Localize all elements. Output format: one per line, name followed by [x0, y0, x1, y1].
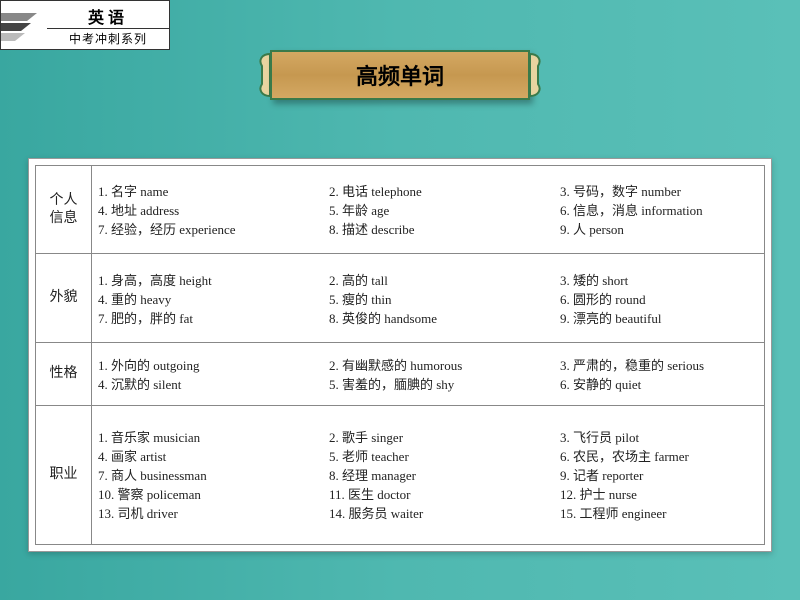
word-item: 7. 经验，经历 experience: [98, 219, 329, 238]
word-item: 3. 严肃的，稳重的 serious: [560, 355, 758, 374]
word-item: 1. 外向的 outgoing: [98, 355, 329, 374]
word-item: 3. 矮的 short: [560, 270, 758, 289]
vocabulary-table: 个人信息1. 名字 name2. 电话 telephone3. 号码，数字 nu…: [35, 165, 765, 545]
table-row: 外貌1. 身高，高度 height2. 高的 tall3. 矮的 short4.…: [36, 254, 765, 342]
word-item: 3. 飞行员 pilot: [560, 427, 758, 446]
word-row: 1. 外向的 outgoing2. 有幽默感的 humorous3. 严肃的，稳…: [98, 355, 758, 374]
word-item: 6. 安静的 quiet: [560, 374, 758, 393]
word-item: 1. 音乐家 musician: [98, 427, 329, 446]
word-item: 5. 老师 teacher: [329, 446, 560, 465]
word-item: 7. 商人 businessman: [98, 465, 329, 484]
table-row: 性格 1. 外向的 outgoing2. 有幽默感的 humorous3. 严肃的…: [36, 342, 765, 405]
category-cell: 职业: [36, 405, 92, 544]
word-item: 9. 记者 reporter: [560, 465, 758, 484]
word-row: 4. 重的 heavy5. 瘦的 thin6. 圆形的 round: [98, 289, 758, 308]
word-item: 11. 医生 doctor: [329, 484, 560, 503]
word-item: 8. 描述 describe: [329, 219, 560, 238]
banner-title: 高频单词: [270, 50, 530, 100]
word-row: 10. 警察 policeman11. 医生 doctor12. 护士 nurs…: [98, 484, 758, 503]
logo-stripes-icon: [1, 1, 47, 49]
category-cell: 个人信息: [36, 166, 92, 254]
word-item: 6. 圆形的 round: [560, 289, 758, 308]
word-item: 14. 服务员 waiter: [329, 503, 560, 522]
word-item: 3. 号码，数字 number: [560, 181, 758, 200]
logo-title: 英语: [88, 4, 128, 28]
word-item: 2. 电话 telephone: [329, 181, 560, 200]
word-row: 4. 画家 artist5. 老师 teacher6. 农民，农场主 farme…: [98, 446, 758, 465]
word-item: 9. 漂亮的 beautiful: [560, 308, 758, 327]
table-row: 个人信息1. 名字 name2. 电话 telephone3. 号码，数字 nu…: [36, 166, 765, 254]
logo-subtitle: 中考冲刺系列: [47, 28, 169, 47]
word-item: 5. 害羞的，腼腆的 shy: [329, 374, 560, 393]
word-item: 1. 身高，高度 height: [98, 270, 329, 289]
word-item: 2. 歌手 singer: [329, 427, 560, 446]
word-item: 8. 经理 manager: [329, 465, 560, 484]
series-logo: 英语 中考冲刺系列: [0, 0, 170, 50]
word-item: 6. 信息，消息 information: [560, 200, 758, 219]
word-item: 2. 有幽默感的 humorous: [329, 355, 560, 374]
word-row: 4. 地址 address5. 年龄 age6. 信息，消息 informati…: [98, 200, 758, 219]
word-item: 1. 名字 name: [98, 181, 329, 200]
word-row: 7. 商人 businessman8. 经理 manager9. 记者 repo…: [98, 465, 758, 484]
words-cell: 1. 身高，高度 height2. 高的 tall3. 矮的 short4. 重…: [92, 254, 765, 342]
word-item: 5. 瘦的 thin: [329, 289, 560, 308]
word-item: 13. 司机 driver: [98, 503, 329, 522]
word-item: 5. 年龄 age: [329, 200, 560, 219]
category-cell: 性格: [36, 342, 92, 405]
word-row: 7. 经验，经历 experience8. 描述 describe9. 人 pe…: [98, 219, 758, 238]
word-item: 15. 工程师 engineer: [560, 503, 758, 522]
word-item: 7. 肥的，胖的 fat: [98, 308, 329, 327]
words-cell: 1. 音乐家 musician2. 歌手 singer3. 飞行员 pilot4…: [92, 405, 765, 544]
word-row: 4. 沉默的 silent5. 害羞的，腼腆的 shy 6. 安静的 quiet: [98, 374, 758, 393]
words-cell: 1. 外向的 outgoing2. 有幽默感的 humorous3. 严肃的，稳…: [92, 342, 765, 405]
category-cell: 外貌: [36, 254, 92, 342]
word-item: 6. 农民，农场主 farmer: [560, 446, 758, 465]
word-item: 9. 人 person: [560, 219, 758, 238]
words-cell: 1. 名字 name2. 电话 telephone3. 号码，数字 number…: [92, 166, 765, 254]
word-item: 4. 重的 heavy: [98, 289, 329, 308]
word-item: 2. 高的 tall: [329, 270, 560, 289]
table-row: 职业1. 音乐家 musician2. 歌手 singer3. 飞行员 pilo…: [36, 405, 765, 544]
word-row: 13. 司机 driver14. 服务员 waiter15. 工程师 engin…: [98, 503, 758, 522]
word-item: 4. 画家 artist: [98, 446, 329, 465]
word-item: 8. 英俊的 handsome: [329, 308, 560, 327]
word-item: 4. 地址 address: [98, 200, 329, 219]
word-item: 10. 警察 policeman: [98, 484, 329, 503]
word-row: 1. 身高，高度 height2. 高的 tall3. 矮的 short: [98, 270, 758, 289]
word-item: 12. 护士 nurse: [560, 484, 758, 503]
word-row: 7. 肥的，胖的 fat8. 英俊的 handsome9. 漂亮的 beauti…: [98, 308, 758, 327]
scroll-right-icon: [526, 52, 548, 98]
vocabulary-table-container: 个人信息1. 名字 name2. 电话 telephone3. 号码，数字 nu…: [28, 158, 772, 552]
word-row: 1. 名字 name2. 电话 telephone3. 号码，数字 number: [98, 181, 758, 200]
word-row: 1. 音乐家 musician2. 歌手 singer3. 飞行员 pilot: [98, 427, 758, 446]
word-item: 4. 沉默的 silent: [98, 374, 329, 393]
